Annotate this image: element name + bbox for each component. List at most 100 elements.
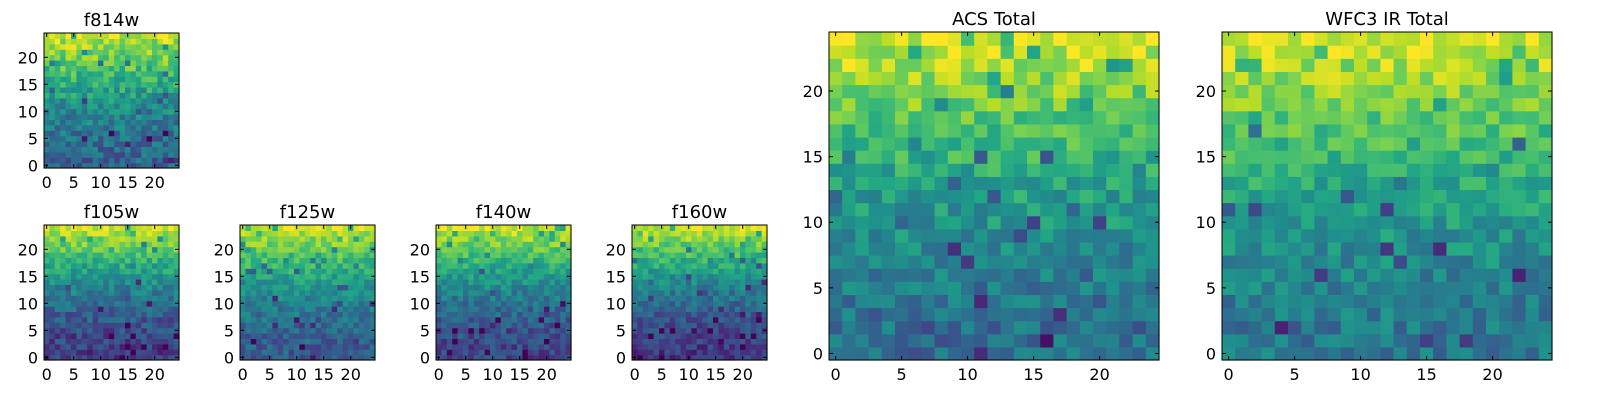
heatmap-cell	[103, 273, 110, 280]
heatmap-cell	[98, 76, 104, 83]
heatmap-cell	[304, 279, 311, 285]
heatmap-cell	[1327, 333, 1342, 348]
heatmap-cell	[98, 60, 104, 66]
heatmap-cell	[146, 279, 153, 285]
heatmap-cell	[71, 108, 77, 115]
heatmap-cell	[1066, 255, 1081, 269]
heatmap-cell	[680, 225, 687, 231]
heatmap-cell	[1525, 320, 1540, 335]
heatmap-cell	[761, 257, 768, 264]
heatmap-cell	[565, 311, 572, 318]
heatmap-cell	[895, 150, 909, 164]
heatmap-cell	[527, 235, 534, 242]
heatmap-cell	[119, 252, 126, 258]
heatmap-cell	[277, 289, 284, 296]
heatmap-cell	[522, 354, 529, 361]
heatmap-cell	[135, 295, 142, 302]
heatmap-cell	[1512, 163, 1527, 177]
heatmap-cell	[648, 246, 655, 253]
heatmap-cell	[632, 343, 638, 350]
heatmap-cell	[146, 235, 153, 242]
heatmap-cell	[718, 252, 725, 258]
heatmap-cell	[868, 150, 883, 164]
heatmap-cell	[49, 235, 56, 242]
heatmap-cell	[533, 354, 540, 361]
heatmap-cell	[168, 54, 175, 61]
heatmap-cell	[71, 322, 77, 329]
heatmap-cell	[44, 289, 50, 296]
heatmap-cell	[162, 124, 169, 131]
heatmap-cell	[855, 294, 870, 309]
heatmap-cell	[1274, 268, 1289, 282]
heatmap-cell	[1145, 136, 1160, 151]
heatmap-cell	[261, 279, 268, 285]
heatmap-cell	[1145, 163, 1160, 177]
heatmap-cell	[680, 300, 687, 307]
heatmap-cell	[331, 225, 338, 231]
heatmap-cell	[495, 338, 502, 345]
heatmap-cell	[1459, 320, 1474, 335]
heatmap-cell	[517, 246, 523, 253]
heatmap-cell	[987, 228, 1002, 243]
heatmap-cell	[304, 354, 311, 361]
heatmap-cell	[495, 241, 502, 248]
heatmap-cell	[310, 279, 317, 285]
heatmap-cell	[98, 284, 104, 291]
heatmap-cell	[1093, 320, 1107, 335]
heatmap-cell	[277, 235, 284, 242]
heatmap-cell	[659, 327, 665, 334]
heatmap-cell	[1093, 110, 1107, 125]
heatmap-cell	[81, 273, 88, 280]
heatmap-cell	[87, 273, 94, 280]
heatmap-cell	[283, 279, 290, 285]
heatmap-cell	[522, 322, 529, 329]
heatmap-cell	[1314, 45, 1329, 59]
heatmap-cell	[642, 343, 649, 350]
heatmap-cell	[549, 279, 556, 285]
heatmap-cell	[549, 354, 556, 361]
heatmap-cell	[49, 70, 56, 77]
heatmap-cell	[686, 300, 692, 307]
heatmap-cell	[1013, 268, 1028, 282]
heatmap-cell	[441, 295, 448, 302]
heatmap-cell	[98, 279, 104, 285]
heatmap-cell	[1512, 241, 1527, 256]
heatmap-cell	[162, 246, 169, 253]
heatmap-cell	[114, 151, 121, 158]
heatmap-cell	[162, 108, 169, 115]
heatmap-cell	[250, 257, 257, 264]
heatmap-cell	[87, 338, 94, 345]
heatmap-cell	[895, 281, 909, 295]
heatmap-cell	[135, 108, 142, 115]
heatmap-cell	[895, 307, 909, 322]
heatmap-cell	[76, 135, 83, 142]
heatmap-cell	[125, 97, 131, 104]
heatmap-cell	[1235, 110, 1249, 125]
heatmap-cell	[288, 268, 295, 275]
heatmap-cell	[441, 316, 448, 323]
heatmap-cell	[240, 333, 246, 339]
heatmap-cell	[315, 311, 322, 318]
heatmap-cell	[369, 257, 376, 264]
heatmap-cell	[718, 322, 725, 329]
heatmap-cell	[653, 268, 660, 275]
heatmap-cell	[554, 241, 561, 248]
heatmap-cell	[1261, 97, 1276, 112]
heatmap-cell	[141, 262, 148, 269]
heatmap-cell	[1327, 307, 1342, 322]
heatmap-cell	[152, 252, 158, 258]
heatmap-cell	[934, 189, 949, 204]
heatmap-cell	[441, 262, 448, 269]
heatmap-cell	[436, 349, 442, 356]
heatmap-cell	[1459, 307, 1474, 322]
heatmap-cell	[533, 268, 540, 275]
heatmap-cell	[141, 349, 148, 356]
heatmap-cell	[277, 295, 284, 302]
heatmap-cell	[987, 241, 1002, 256]
heatmap-cell	[283, 300, 290, 307]
heatmap-cell	[294, 333, 300, 339]
heatmap-cell	[881, 320, 896, 335]
heatmap-cell	[240, 349, 246, 356]
heatmap-cell	[947, 58, 962, 72]
heatmap-cell	[1354, 136, 1368, 151]
